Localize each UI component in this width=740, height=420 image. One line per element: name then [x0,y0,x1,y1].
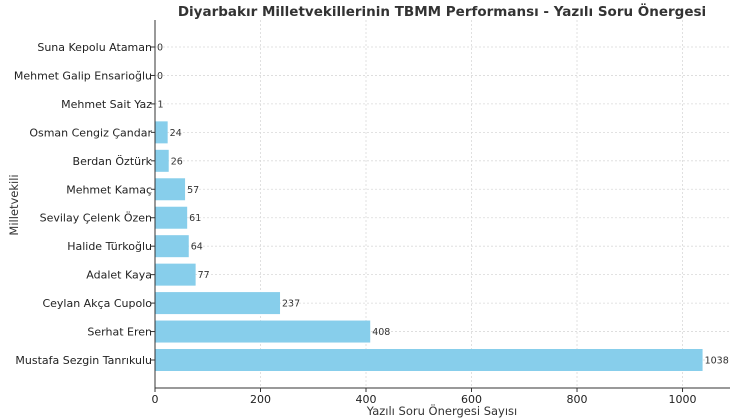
bar [155,292,281,315]
value-label: 61 [189,213,201,224]
x-tick-label: 200 [250,393,271,406]
category-label: Adalet Kaya [86,269,152,282]
category-label: Halide Türkoğlu [67,240,152,253]
bar [155,121,168,144]
value-label: 0 [157,71,163,82]
x-tick-label: 1000 [669,393,697,406]
value-label: 1 [158,99,164,110]
value-label: 77 [198,270,210,281]
category-label: Berdan Öztürk [73,155,153,168]
value-label: 408 [372,327,390,338]
category-label: Ceylan Akça Cupolo [42,297,152,310]
x-tick-label: 400 [356,393,377,406]
category-label: Osman Cengiz Çandar [29,126,152,139]
bar [155,206,188,229]
value-label: 26 [171,156,183,167]
category-label: Mehmet Galip Ensarioğlu [14,69,152,82]
bar [155,320,371,343]
category-label: Suna Kepolu Ataman [37,41,152,54]
bar [155,263,196,286]
y-axis-label: Milletvekili [7,174,21,235]
bar [155,178,186,201]
category-label: Serhat Eren [87,326,152,339]
x-axis-label: Yazılı Soru Önergesi Sayısı [366,402,517,418]
x-tick-label: 0 [152,393,159,406]
value-label: 64 [191,242,203,253]
category-label: Mehmet Sait Yaz [61,98,152,111]
value-label: 237 [282,299,300,310]
bar [155,349,703,371]
chart-title: Diyarbakır Milletvekillerinin TBMM Perfo… [178,2,706,20]
bar-layer [155,92,703,371]
x-tick-label: 600 [461,393,482,406]
category-label: Mustafa Sezgin Tanrıkulu [15,354,152,367]
bar [155,149,169,172]
category-label: Mehmet Kamaç [66,183,152,196]
axis-layer [151,20,730,392]
bar [155,235,189,258]
category-label: Sevilay Çelenk Özen [40,212,152,225]
value-label: 0 [157,43,163,54]
value-label: 1038 [705,356,729,367]
value-label: 57 [187,185,199,196]
x-tick-label: 800 [567,393,588,406]
label-layer: 0 200 400 600 800 1000 Mustafa Sezgin Tanrıkul… [14,41,729,406]
value-label: 24 [170,128,182,139]
